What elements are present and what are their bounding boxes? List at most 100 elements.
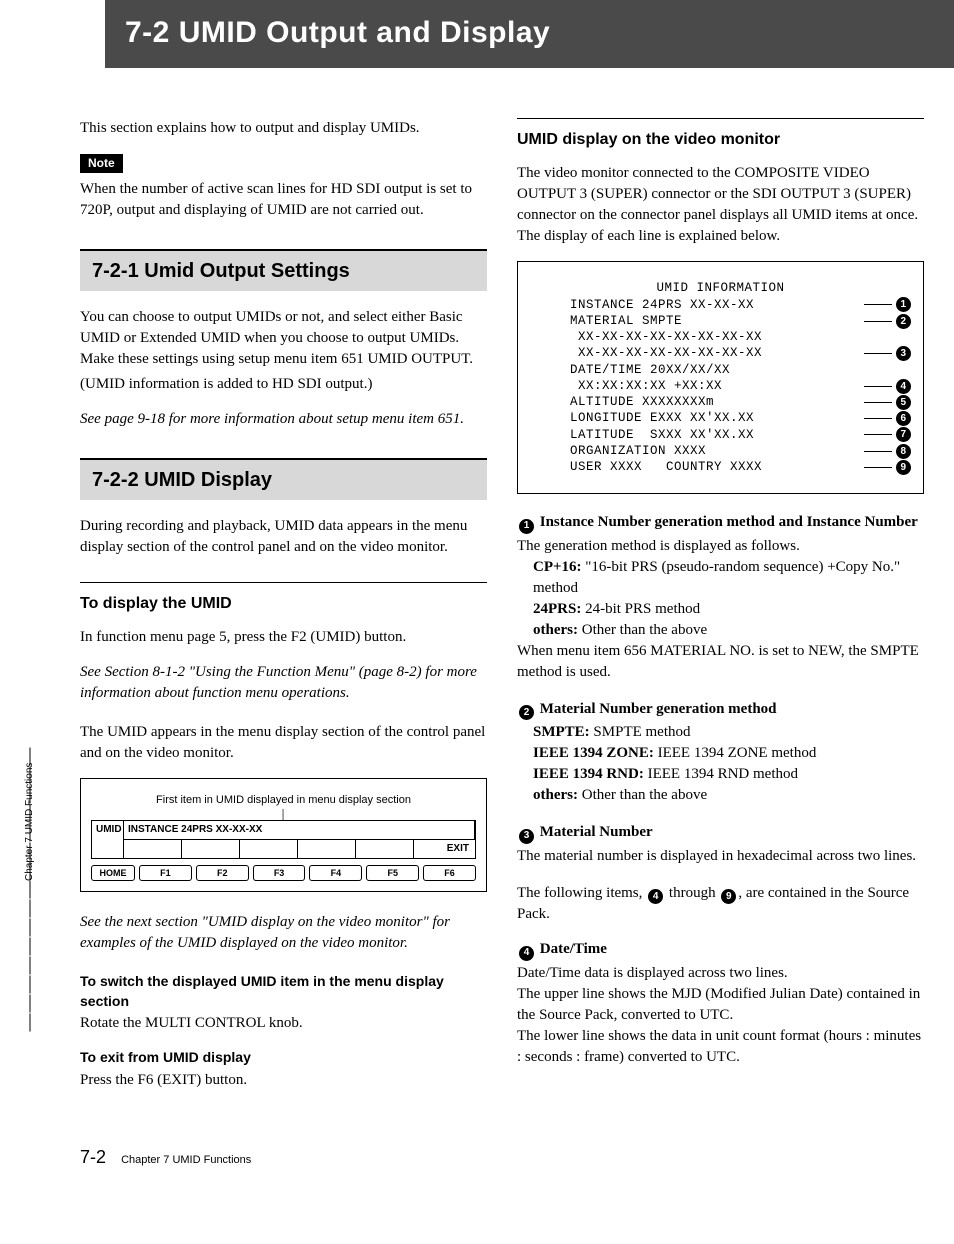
page-footer: 7-2 Chapter 7 UMID Functions — [0, 1105, 954, 1170]
def-3-text: The material number is displayed in hexa… — [517, 846, 924, 867]
mon-line-8: ORGANIZATION XXXX — [530, 443, 860, 459]
def-1-24-label: 24PRS: — [533, 601, 581, 617]
mon-line-6: LONGITUDE EXXX XX'XX.XX — [530, 410, 860, 426]
def-2-zone-label: IEEE 1394 ZONE: — [533, 745, 654, 761]
section-722-heading: 7-2-2 UMID Display — [80, 458, 487, 500]
callout-4-icon: 4 — [648, 889, 663, 904]
lcd-f2-key: F2 — [196, 865, 249, 882]
footer-chapter: Chapter 7 UMID Functions — [121, 1154, 251, 1166]
lcd-blank-cell — [356, 840, 414, 858]
page-title-bar: 7-2 UMID Output and Display — [105, 0, 954, 68]
def-2-rnd-label: IEEE 1394 RND: — [533, 766, 644, 782]
def-1-24-text: 24-bit PRS method — [581, 601, 700, 617]
def-1: 1 Instance Number generation method and … — [517, 512, 924, 683]
vmon-text: The video monitor connected to the COMPO… — [517, 163, 924, 247]
callout-2-icon: 2 — [519, 705, 534, 720]
mon-line-5: ALTITUDE XXXXXXXXm — [530, 394, 860, 410]
lcd-screen: UMID INSTANCE 24PRS XX-XX-XX EXIT — [91, 820, 476, 859]
def-1-cp-text: "16-bit PRS (pseudo-random sequence) +Co… — [533, 559, 900, 596]
s722-p1: During recording and playback, UMID data… — [80, 516, 487, 558]
def-2-rnd-text: IEEE 1394 RND method — [644, 766, 798, 782]
mon-line-4a: DATE/TIME 20XX/XX/XX — [530, 362, 864, 378]
callout-1-icon: 1 — [519, 519, 534, 534]
def-4-heading: Date/Time — [540, 941, 607, 957]
callout-4-icon: 4 — [896, 379, 911, 394]
mon-line-2: MATERIAL SMPTE — [530, 313, 860, 329]
switch-text: Rotate the MULTI CONTROL knob. — [80, 1013, 487, 1034]
lcd-f6-key: F6 — [423, 865, 476, 882]
def-3: 3 Material Number The material number is… — [517, 822, 924, 867]
lcd-f5-key: F5 — [366, 865, 419, 882]
callout-9-icon: 9 — [896, 460, 911, 475]
def-2-smpte-label: SMPTE: — [533, 724, 590, 740]
lcd-blank-cell — [240, 840, 298, 858]
mon-line-3a: XX-XX-XX-XX-XX-XX-XX-XX — [530, 329, 864, 345]
def-1-heading: Instance Number generation method and In… — [540, 514, 918, 530]
lcd-f3-key: F3 — [253, 865, 306, 882]
def-3-heading: Material Number — [540, 824, 653, 840]
def-4-b: The upper line shows the MJD (Modified J… — [517, 984, 924, 1026]
side-chapter-tab: Chapter 7 UMID Functions — [20, 690, 40, 890]
def-2-smpte-text: SMPTE method — [590, 724, 691, 740]
lcd-umid-label: UMID — [92, 821, 124, 858]
def-2-others-label: others: — [533, 787, 578, 803]
lcd-fkey-row: HOME F1 F2 F3 F4 F5 F6 — [91, 865, 476, 882]
note-badge: Note — [80, 154, 123, 173]
right-column: UMID display on the video monitor The vi… — [517, 118, 924, 1105]
lcd-exit-label: EXIT — [414, 840, 475, 858]
exit-text: Press the F6 (EXIT) button. — [80, 1070, 487, 1091]
callout-2-icon: 2 — [896, 314, 911, 329]
callout-3-icon: 3 — [519, 829, 534, 844]
note-text: When the number of active scan lines for… — [80, 179, 487, 221]
def-2-zone-text: IEEE 1394 ZONE method — [654, 745, 816, 761]
mon-line-title: UMID INFORMATION — [530, 280, 911, 296]
intro-text: This section explains how to output and … — [80, 118, 487, 139]
callout-8-icon: 8 — [896, 444, 911, 459]
def-4-c: The lower line shows the data in unit co… — [517, 1026, 924, 1068]
def-1-others-text: Other than the above — [578, 622, 707, 638]
source-pack-note: The following items, 4 through 9, are co… — [517, 883, 924, 926]
mon-line-4b: XX:XX:XX:XX +XX:XX — [530, 378, 860, 394]
monitor-ref: See the next section "UMID display on th… — [80, 912, 487, 954]
page-number: 7-2 — [80, 1147, 106, 1167]
def-1-cp-label: CP+16: — [533, 559, 582, 575]
lcd-caption: First item in UMID displayed in menu dis… — [91, 793, 476, 808]
lcd-instance-text: INSTANCE 24PRS XX-XX-XX — [124, 821, 475, 840]
page-title: 7-2 UMID Output and Display — [125, 12, 934, 54]
s721-ref: See page 9-18 for more information about… — [80, 409, 487, 430]
callout-3-icon: 3 — [896, 346, 911, 361]
lcd-f4-key: F4 — [309, 865, 362, 882]
monitor-display-diagram: UMID INFORMATION INSTANCE 24PRS XX-XX-XX… — [517, 261, 924, 494]
switch-heading: To switch the displayed UMID item in the… — [80, 972, 487, 1011]
to-display-heading: To display the UMID — [80, 582, 487, 615]
to-display-ref: See Section 8-1-2 "Using the Function Me… — [80, 662, 487, 704]
def-1-tail: When menu item 656 MATERIAL NO. is set t… — [517, 641, 924, 683]
def-4-a: Date/Time data is displayed across two l… — [517, 963, 924, 984]
s721-p2: (UMID information is added to HD SDI out… — [80, 374, 487, 395]
mon-line-3b: XX-XX-XX-XX-XX-XX-XX-XX — [530, 345, 860, 361]
def-2-heading: Material Number generation method — [540, 701, 777, 717]
mon-line-1: INSTANCE 24PRS XX-XX-XX — [530, 297, 860, 313]
def-1-others-label: others: — [533, 622, 578, 638]
left-column: This section explains how to output and … — [80, 118, 487, 1105]
lcd-panel-diagram: First item in UMID displayed in menu dis… — [80, 778, 487, 892]
callout-4-icon: 4 — [519, 946, 534, 961]
lcd-home-key: HOME — [91, 865, 135, 882]
def-2-others-text: Other than the above — [578, 787, 707, 803]
def-2: 2 Material Number generation method SMPT… — [517, 699, 924, 807]
lcd-f1-key: F1 — [139, 865, 192, 882]
exit-heading: To exit from UMID display — [80, 1048, 487, 1068]
to-display-p2: The UMID appears in the menu display sec… — [80, 722, 487, 764]
side-tab-bars-icon — [30, 748, 31, 1032]
to-display-p1: In function menu page 5, press the F2 (U… — [80, 627, 487, 648]
callout-6-icon: 6 — [896, 411, 911, 426]
lcd-pointer-icon: │ — [91, 813, 476, 818]
callout-7-icon: 7 — [896, 427, 911, 442]
def-1-intro: The generation method is displayed as fo… — [517, 536, 924, 557]
callout-5-icon: 5 — [896, 395, 911, 410]
mon-line-7: LATITUDE SXXX XX'XX.XX — [530, 427, 860, 443]
lcd-blank-cell — [124, 840, 182, 858]
section-721-heading: 7-2-1 Umid Output Settings — [80, 249, 487, 291]
def-4: 4 Date/Time Date/Time data is displayed … — [517, 939, 924, 1068]
callout-1-icon: 1 — [896, 297, 911, 312]
